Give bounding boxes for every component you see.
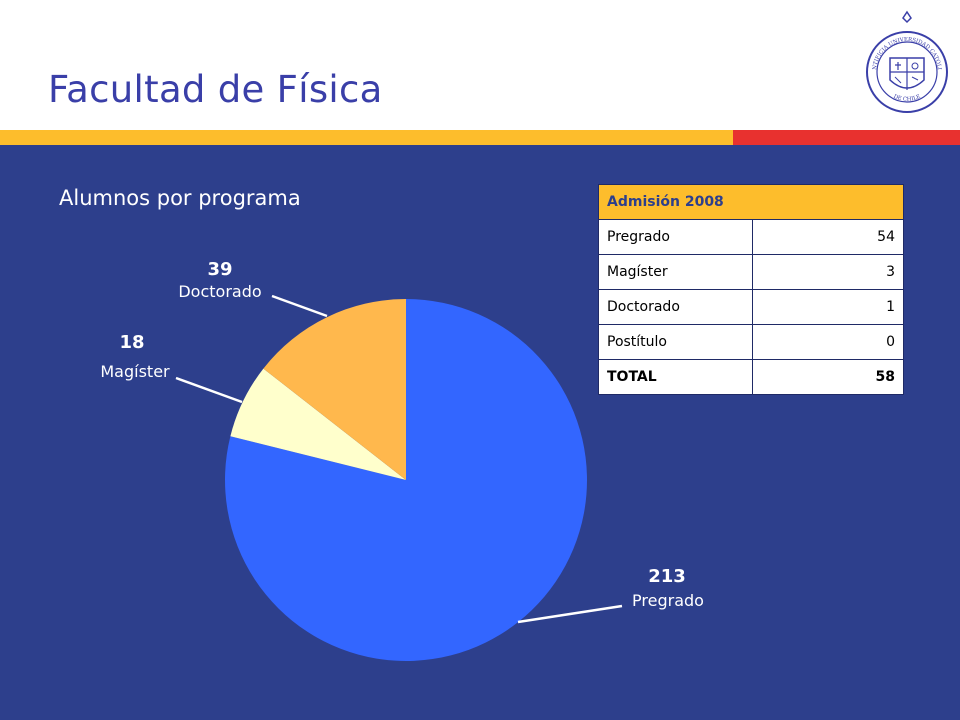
table-cell-label: Postítulo <box>598 324 753 360</box>
table-header-row: Admisión 2008 <box>598 184 904 220</box>
table-cell-label: TOTAL <box>598 359 753 395</box>
table-row: Magíster 3 <box>598 254 904 290</box>
header-stripe-yellow <box>0 130 733 145</box>
table-cell-value: 58 <box>752 359 904 395</box>
pie-slice-magster <box>230 368 406 480</box>
table-cell-value: 3 <box>752 254 904 290</box>
data-label-value-pregrado: 213 <box>648 566 686 587</box>
data-label-name-pregrado: Pregrado <box>632 591 704 610</box>
table-row: Pregrado 54 <box>598 219 904 255</box>
slide-title: Facultad de Física <box>48 68 383 111</box>
table-total-row: TOTAL 58 <box>598 359 904 395</box>
leader-line-doctorado <box>271 294 328 318</box>
data-label-value-doctorado: 39 <box>207 259 232 280</box>
table-cell-label: Pregrado <box>598 219 753 255</box>
university-seal-icon: PONTIFICIA UNIVERSIDAD CATOLICA DE CHILE <box>862 10 948 113</box>
table-row: Doctorado 1 <box>598 289 904 325</box>
table-cell-value: 54 <box>752 219 904 255</box>
table-cell-label: Doctorado <box>598 289 753 325</box>
admission-table: Admisión 2008 Pregrado 54 Magíster 3 Doc… <box>598 184 904 395</box>
table-cell-label: Magíster <box>598 254 753 290</box>
data-label-name-doctorado: Doctorado <box>178 282 261 301</box>
pie-slice-pregrado <box>225 299 588 662</box>
data-label-name-magster: Magíster <box>100 362 170 381</box>
pie-slice-doctorado <box>263 299 406 480</box>
leader-line-magster <box>175 376 243 404</box>
logo-text-bottom: DE CHILE <box>892 94 921 103</box>
data-label-value-magster: 18 <box>119 332 144 353</box>
table-row: Postítulo 0 <box>598 324 904 360</box>
slide-header <box>0 0 960 130</box>
chart-title: Alumnos por programa <box>59 186 301 210</box>
table-header: Admisión 2008 <box>598 184 904 220</box>
table-cell-value: 1 <box>752 289 904 325</box>
table-cell-value: 0 <box>752 324 904 360</box>
leader-line-pregrado <box>517 604 623 624</box>
header-stripe-red <box>733 130 960 145</box>
